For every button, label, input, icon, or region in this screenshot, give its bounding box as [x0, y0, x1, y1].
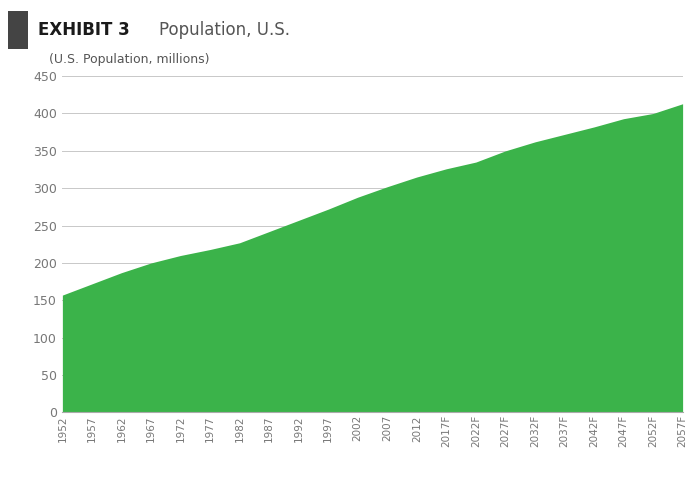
Text: EXHIBIT 3: EXHIBIT 3	[38, 21, 130, 39]
Text: (U.S. Population, millions): (U.S. Population, millions)	[49, 54, 209, 66]
Text: Population, U.S.: Population, U.S.	[159, 21, 290, 39]
Bar	[8, 11, 28, 49]
